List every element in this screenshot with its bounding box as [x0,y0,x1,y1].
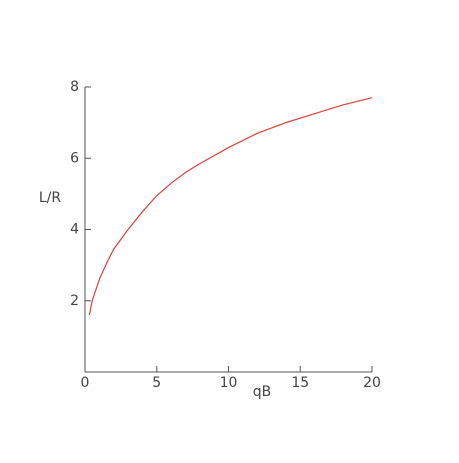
x-tick-label: 5 [152,375,161,391]
y-tick-label: 2 [70,293,79,309]
y-tick-label: 8 [70,79,79,95]
x-tick-label: 20 [363,375,381,391]
y-axis-label: L/R [39,190,62,206]
y-tick-label: 4 [70,222,79,238]
x-tick-label: 0 [81,375,90,391]
x-axis-label: qB [253,384,272,400]
y-tick-label: 6 [70,150,79,166]
x-tick-label: 10 [220,375,238,391]
x-tick-label: 15 [291,375,309,391]
line [88,97,373,316]
